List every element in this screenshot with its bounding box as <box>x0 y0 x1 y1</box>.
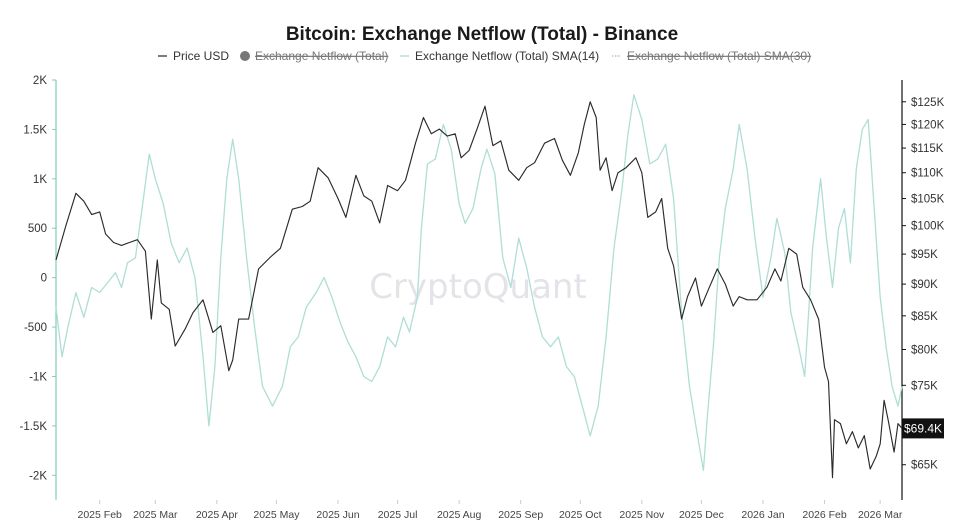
left-axis-tick-label: 500 <box>28 223 47 235</box>
x-axis-tick-label: 2026 Feb <box>802 509 847 521</box>
x-axis-tick-label: 2025 Nov <box>619 509 665 521</box>
right-axis-tick-label: $115K <box>911 143 944 155</box>
right-axis-tick-label: $100K <box>911 221 945 233</box>
right-axis-tick-label: $120K <box>911 119 945 131</box>
watermark: CryptoQuant <box>369 267 587 307</box>
left-axis-tick-label: -500 <box>24 322 47 334</box>
legend-swatch <box>240 51 250 61</box>
left-axis-tick-label: 2K <box>33 75 47 87</box>
last-price-label: $69.4K <box>904 421 942 435</box>
last-price-box <box>902 418 944 439</box>
x-axis-tick-label: 2025 Jul <box>378 509 418 521</box>
right-axis-tick-label: $105K <box>911 194 945 206</box>
last-price-marker: $69.4K <box>902 418 944 439</box>
legend-label: Price USD <box>173 49 229 63</box>
right-axis-tick-label: $65K <box>911 460 938 472</box>
legend-label: Exchange Netflow (Total) SMA(14) <box>415 49 599 63</box>
x-axis-tick-label: 2025 Sep <box>498 509 543 521</box>
left-axis-tick-label: 1K <box>33 174 47 186</box>
netflow-sma14-line <box>55 94 903 472</box>
right-axis-tick-label: $95K <box>911 249 938 261</box>
x-axis-tick-label: 2025 Aug <box>437 509 482 521</box>
right-axis-tick-label: $85K <box>911 311 938 323</box>
chart-title: Bitcoin: Exchange Netflow (Total) - Bina… <box>286 24 678 45</box>
left-axis-tick-label: 0 <box>41 273 47 285</box>
x-axis-tick-label: 2025 Apr <box>196 509 239 521</box>
x-axis-tick-label: 2025 May <box>253 509 300 521</box>
legend: Price USD Exchange Netflow (Total) Exchang… <box>158 49 811 63</box>
price-usd-line <box>55 101 903 479</box>
legend-label: Exchange Netflow (Total) SMA(30) <box>627 49 811 63</box>
axes: 2K 1.5K 1K 500 0 -500 -1K -1.5K -2K $125K $120K $11… <box>20 75 945 521</box>
legend-label: Exchange Netflow (Total) <box>255 49 388 63</box>
left-axis-tick-label: 1.5K <box>23 124 47 136</box>
right-axis-tick-label: $110K <box>911 168 944 180</box>
right-axis-tick-label: $80K <box>911 344 938 356</box>
legend-item[interactable]: Exchange Netflow (Total) SMA(14) <box>400 49 599 63</box>
left-axis-tick-label: -2K <box>29 470 47 482</box>
series-layer <box>55 94 903 479</box>
legend-item[interactable]: Exchange Netflow (Total) <box>240 49 388 63</box>
x-axis-tick-label: 2025 Feb <box>78 509 123 521</box>
right-axis-tick-label: $75K <box>911 380 938 392</box>
x-axis-tick-label: 2025 Oct <box>559 509 602 521</box>
right-axis-tick-label: $90K <box>911 279 938 291</box>
left-axis-tick-label: -1.5K <box>20 421 48 433</box>
legend-item[interactable]: Exchange Netflow (Total) SMA(30) <box>612 49 811 63</box>
x-axis-tick-label: 2025 Dec <box>679 509 724 521</box>
x-axis-tick-label: 2025 Mar <box>133 509 178 521</box>
x-axis-tick-label: 2026 Jan <box>741 509 784 521</box>
x-axis-tick-label: 2025 Jun <box>316 509 359 521</box>
legend-item[interactable]: Price USD <box>158 49 229 63</box>
right-axis-tick-label: $125K <box>911 97 945 109</box>
left-axis-tick-label: -1K <box>29 371 47 383</box>
x-axis-tick-label: 2026 Mar <box>858 509 903 521</box>
